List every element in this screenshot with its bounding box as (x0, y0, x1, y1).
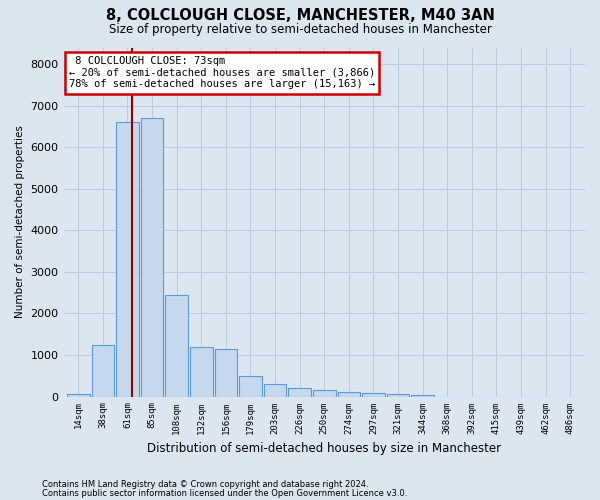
Bar (387, 394, 409, 396)
Text: 8, COLCLOUGH CLOSE, MANCHESTER, M40 3AN: 8, COLCLOUGH CLOSE, MANCHESTER, M40 3AN (106, 8, 494, 22)
Text: Contains HM Land Registry data © Crown copyright and database right 2024.: Contains HM Land Registry data © Crown c… (42, 480, 368, 489)
Bar (362, 393, 385, 396)
Bar (215, 349, 237, 397)
Bar (166, 294, 188, 396)
Bar (92, 344, 114, 397)
Bar (190, 346, 212, 397)
Bar (141, 118, 163, 396)
Bar (67, 394, 89, 396)
Text: Size of property relative to semi-detached houses in Manchester: Size of property relative to semi-detach… (109, 22, 491, 36)
Bar (264, 384, 286, 396)
Bar (116, 122, 139, 396)
Text: 8 COLCLOUGH CLOSE: 73sqm
← 20% of semi-detached houses are smaller (3,866)
78% o: 8 COLCLOUGH CLOSE: 73sqm ← 20% of semi-d… (69, 56, 375, 90)
Bar (289, 388, 311, 396)
Bar (313, 390, 335, 396)
X-axis label: Distribution of semi-detached houses by size in Manchester: Distribution of semi-detached houses by … (147, 442, 502, 455)
Bar (239, 376, 262, 396)
Y-axis label: Number of semi-detached properties: Number of semi-detached properties (15, 126, 25, 318)
Bar (338, 392, 360, 396)
Text: Contains public sector information licensed under the Open Government Licence v3: Contains public sector information licen… (42, 488, 407, 498)
